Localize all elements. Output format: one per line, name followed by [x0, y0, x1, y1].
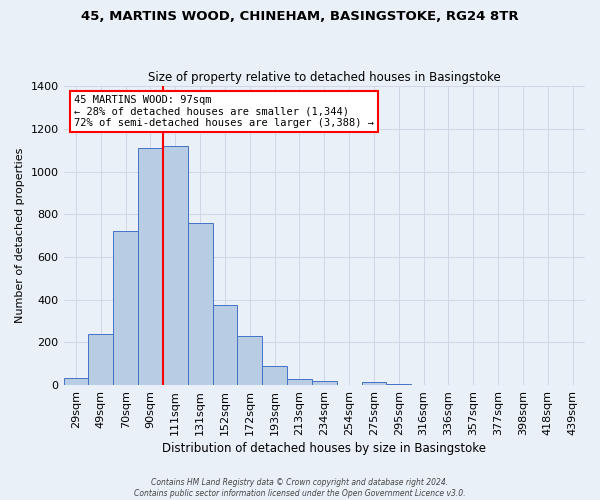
- Y-axis label: Number of detached properties: Number of detached properties: [15, 148, 25, 324]
- Text: Contains HM Land Registry data © Crown copyright and database right 2024.
Contai: Contains HM Land Registry data © Crown c…: [134, 478, 466, 498]
- Bar: [212, 305, 238, 385]
- Bar: [386, 384, 411, 385]
- Bar: [88, 334, 113, 385]
- Text: 45 MARTINS WOOD: 97sqm
← 28% of detached houses are smaller (1,344)
72% of semi-: 45 MARTINS WOOD: 97sqm ← 28% of detached…: [74, 95, 374, 128]
- Bar: [262, 366, 287, 385]
- Title: Size of property relative to detached houses in Basingstoke: Size of property relative to detached ho…: [148, 70, 500, 84]
- Bar: [312, 381, 337, 385]
- X-axis label: Distribution of detached houses by size in Basingstoke: Distribution of detached houses by size …: [162, 442, 486, 455]
- Bar: [64, 378, 88, 385]
- Bar: [163, 146, 188, 385]
- Bar: [287, 379, 312, 385]
- Bar: [113, 232, 138, 385]
- Bar: [238, 336, 262, 385]
- Bar: [188, 223, 212, 385]
- Bar: [362, 382, 386, 385]
- Text: 45, MARTINS WOOD, CHINEHAM, BASINGSTOKE, RG24 8TR: 45, MARTINS WOOD, CHINEHAM, BASINGSTOKE,…: [81, 10, 519, 23]
- Bar: [138, 148, 163, 385]
